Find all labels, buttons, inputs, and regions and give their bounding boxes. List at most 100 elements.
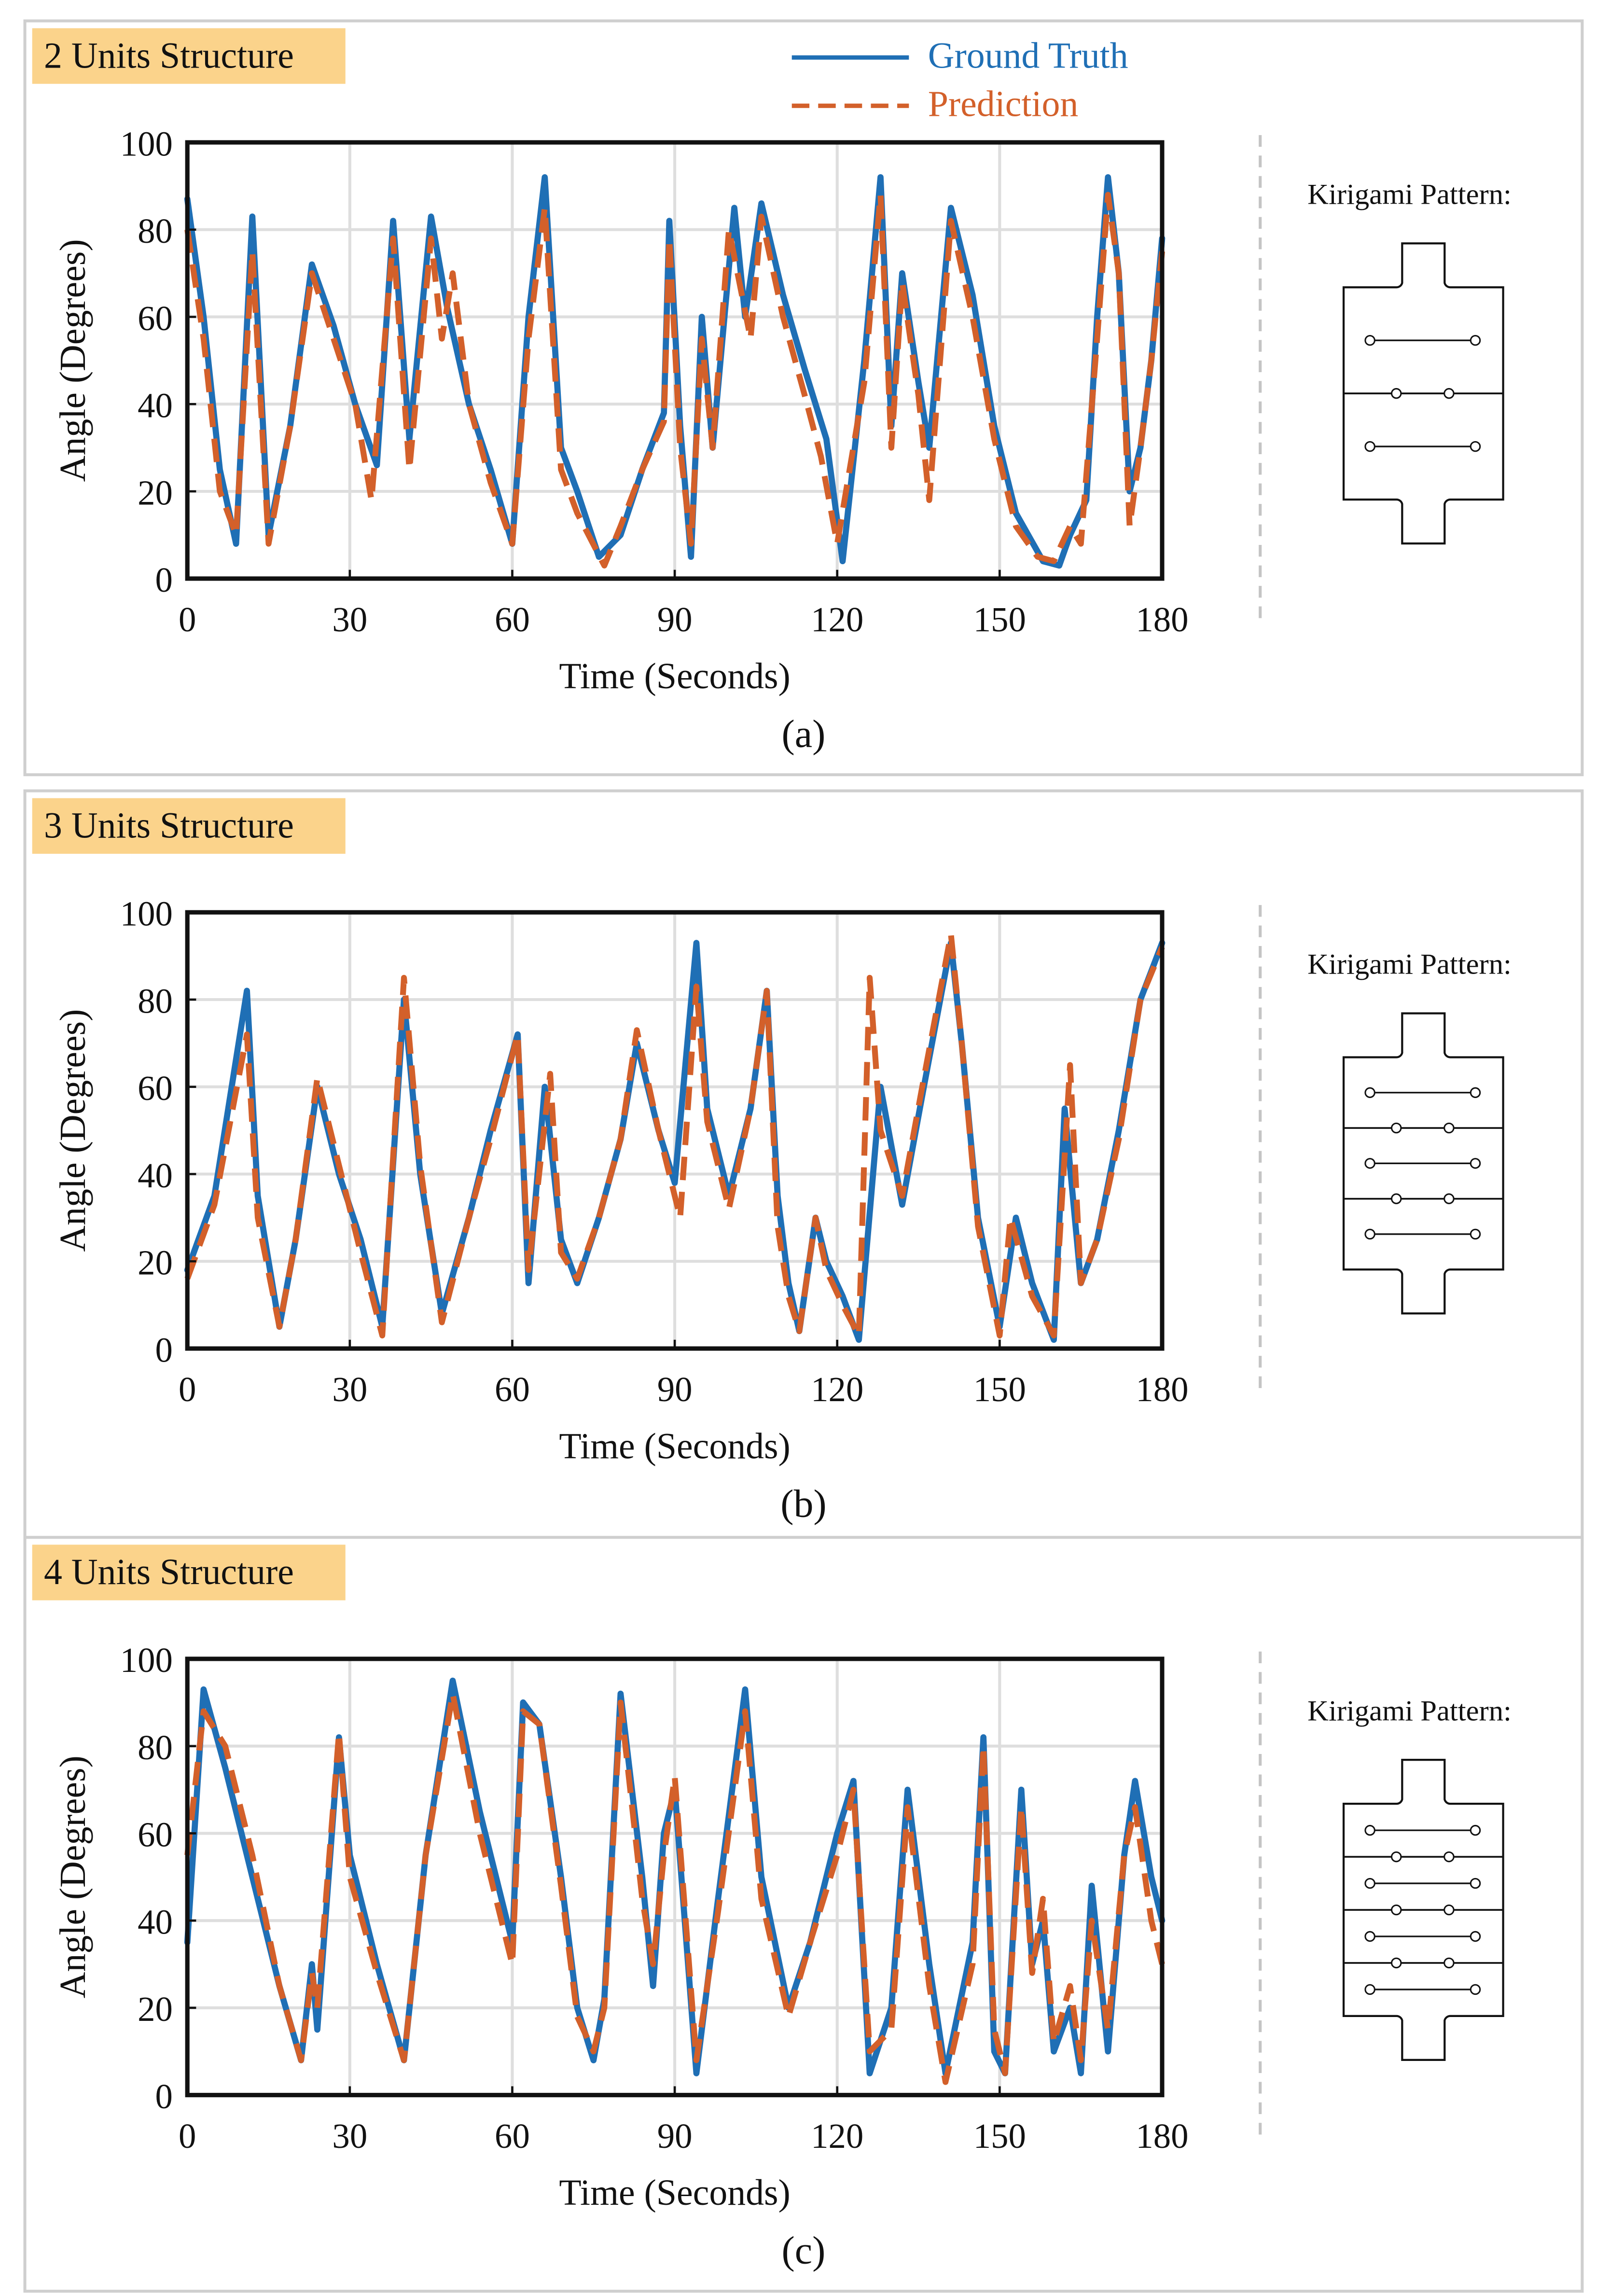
- x-tick-label: 60: [495, 1370, 530, 1409]
- y-tick-label: 60: [138, 1069, 173, 1108]
- kirigami-hole: [1391, 1122, 1402, 1134]
- chart-title: 3 Units Structure: [44, 806, 294, 846]
- structure-tag: [32, 28, 346, 84]
- series-prediction: [184, 1691, 1165, 2085]
- x-tick-label: 150: [973, 2116, 1026, 2156]
- x-tick-label: 60: [495, 2116, 530, 2156]
- x-tick-label: 180: [1136, 1370, 1188, 1409]
- panel-caption: (c): [782, 2228, 826, 2272]
- legend: Ground Truth Prediction: [791, 35, 1128, 124]
- kirigami-outline: [1342, 242, 1504, 545]
- kirigami-hole: [1391, 1193, 1402, 1204]
- kirigami-hole: [1364, 441, 1375, 452]
- panel-caption: (a): [782, 712, 826, 756]
- y-tick-label: 0: [155, 560, 172, 599]
- y-axis-label: Angle (Degrees): [53, 1755, 93, 1998]
- kirigami-hole: [1470, 334, 1481, 346]
- legend-ground-truth-label: Ground Truth: [928, 35, 1128, 76]
- x-tick-label: 60: [495, 600, 530, 639]
- panel-caption: (b): [780, 1482, 826, 1526]
- kirigami-hole: [1443, 1904, 1455, 1916]
- kirigami-hole: [1443, 1957, 1455, 1969]
- kirigami-hole: [1443, 1193, 1455, 1204]
- kirigami-hole: [1364, 1931, 1375, 1942]
- kirigami-hole: [1364, 1158, 1375, 1169]
- x-tick-label: 90: [657, 2116, 693, 2156]
- panel-frame: [23, 19, 1584, 777]
- kirigami-hole: [1364, 1878, 1375, 1889]
- kirigami-hole: [1470, 1087, 1481, 1098]
- x-tick-label: 120: [811, 600, 863, 639]
- kirigami-hole: [1470, 441, 1481, 452]
- x-tick-label: 150: [973, 1370, 1026, 1409]
- kirigami-hole: [1364, 1087, 1375, 1098]
- kirigami-hole: [1470, 1878, 1481, 1889]
- x-tick-label: 120: [811, 1370, 863, 1409]
- x-tick-label: 30: [332, 1370, 367, 1409]
- y-tick-label: 80: [138, 981, 173, 1020]
- y-tick-label: 20: [138, 1243, 173, 1282]
- kirigami-hole: [1443, 388, 1455, 399]
- kirigami-hole: [1364, 1984, 1375, 1995]
- x-axis-label: Time (Seconds): [559, 1426, 790, 1466]
- kirigami-outline: [1342, 1012, 1504, 1315]
- panel-3: 4 Units Structure 0 30 60 90 120 150 180 0 20 40 60…: [23, 1536, 1584, 2293]
- x-tick-label: 30: [332, 600, 367, 639]
- structure-tag: [32, 798, 346, 854]
- kirigami-hole: [1470, 1228, 1481, 1240]
- chart-title: 4 Units Structure: [44, 1552, 294, 1592]
- x-axis-label: Time (Seconds): [559, 2172, 790, 2213]
- kirigami-hole: [1364, 1228, 1375, 1240]
- panels: 2 Units Structure 0 30 60 90 120 150 180 0 20 40 60…: [23, 19, 1584, 2293]
- kirigami-label: Kirigami Pattern:: [1307, 178, 1512, 210]
- y-tick-label: 40: [138, 1902, 173, 1941]
- legend-prediction-label: Prediction: [928, 83, 1079, 124]
- y-tick-label: 20: [138, 1990, 173, 2029]
- x-tick-label: 90: [657, 1370, 693, 1409]
- kirigami-outline: [1342, 1759, 1504, 2061]
- panel-2: 3 Units Structure 0 30 60 90 120 150 180 0 20 40 60…: [23, 789, 1584, 1546]
- x-tick-label: 0: [179, 600, 196, 639]
- panel-frame: [23, 789, 1584, 1546]
- series-prediction: [184, 931, 1165, 1339]
- y-tick-label: 60: [138, 299, 173, 338]
- kirigami-hole: [1470, 1931, 1481, 1942]
- y-tick-label: 100: [120, 1641, 173, 1680]
- kirigami-hole: [1391, 1904, 1402, 1916]
- structure-tag: [32, 1545, 346, 1600]
- x-tick-label: 120: [811, 2116, 863, 2156]
- kirigami-hole: [1443, 1122, 1455, 1134]
- chart-title: 2 Units Structure: [44, 35, 294, 76]
- y-tick-label: 40: [138, 386, 173, 425]
- x-axis-label: Time (Seconds): [559, 656, 790, 696]
- y-tick-label: 100: [120, 124, 173, 163]
- x-tick-label: 180: [1136, 2116, 1188, 2156]
- y-tick-label: 40: [138, 1156, 173, 1195]
- kirigami-hole: [1364, 1824, 1375, 1836]
- y-tick-label: 0: [155, 1330, 172, 1369]
- kirigami-hole: [1364, 334, 1375, 346]
- x-tick-label: 180: [1136, 600, 1188, 639]
- y-tick-label: 0: [155, 2077, 172, 2116]
- x-tick-label: 90: [657, 600, 693, 639]
- kirigami-label: Kirigami Pattern:: [1307, 1695, 1512, 1727]
- kirigami-hole: [1391, 1957, 1402, 1969]
- kirigami-hole: [1470, 1158, 1481, 1169]
- series-prediction: [184, 192, 1166, 569]
- y-tick-label: 80: [138, 1728, 173, 1767]
- y-axis-label: Angle (Degrees): [53, 1009, 93, 1252]
- x-tick-label: 0: [179, 2116, 196, 2156]
- kirigami-hole: [1391, 388, 1402, 399]
- panel-1: 2 Units Structure 0 30 60 90 120 150 180 0 20 40 60…: [23, 19, 1584, 777]
- kirigami-hole: [1470, 1824, 1481, 1836]
- kirigami-label: Kirigami Pattern:: [1307, 948, 1512, 981]
- x-tick-label: 0: [179, 1370, 196, 1409]
- y-tick-label: 20: [138, 473, 173, 512]
- x-tick-label: 30: [332, 2116, 367, 2156]
- x-tick-label: 150: [973, 600, 1026, 639]
- y-axis-label: Angle (Degrees): [53, 239, 93, 482]
- kirigami-hole: [1391, 1851, 1402, 1863]
- y-tick-label: 100: [120, 894, 173, 933]
- panel-frame: [23, 1536, 1584, 2293]
